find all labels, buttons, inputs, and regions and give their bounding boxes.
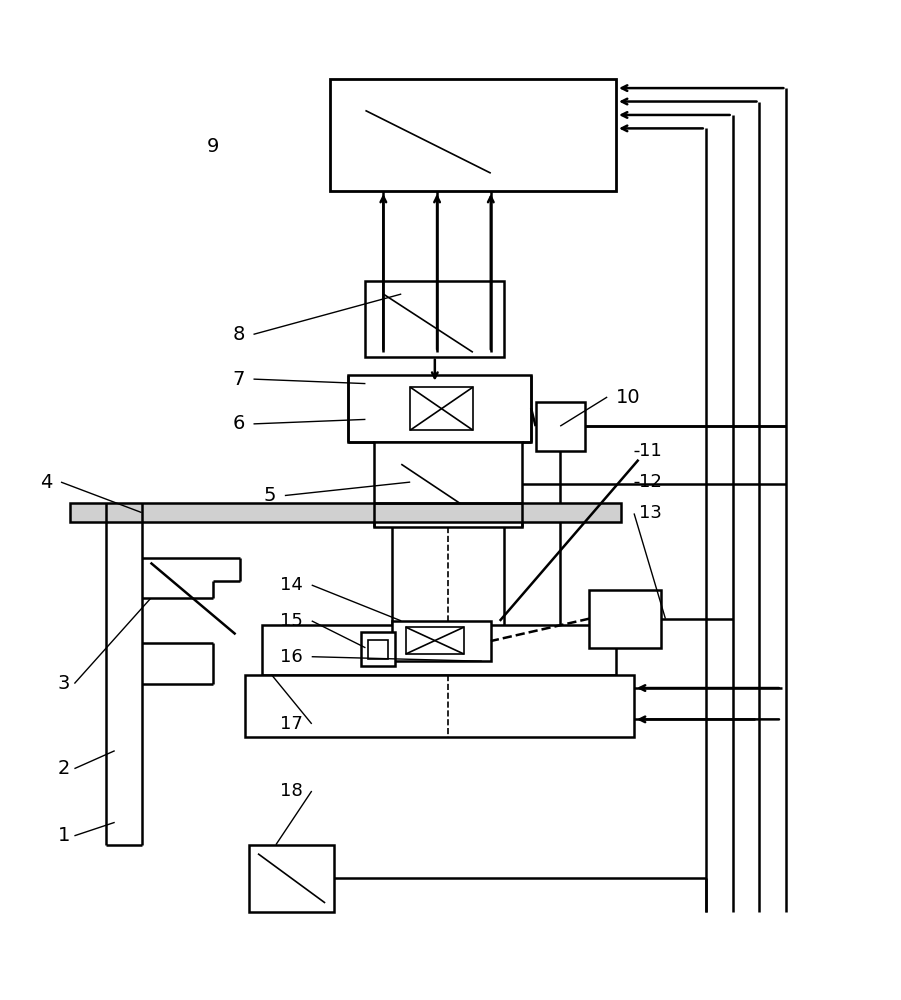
Text: 15: 15 bbox=[280, 612, 303, 630]
Text: 2: 2 bbox=[58, 759, 70, 778]
Bar bbox=[392, 621, 491, 661]
Text: 4: 4 bbox=[40, 473, 52, 492]
Text: 13: 13 bbox=[639, 504, 661, 522]
Bar bbox=[262, 625, 616, 675]
Text: 12: 12 bbox=[639, 473, 661, 491]
Text: 10: 10 bbox=[616, 388, 641, 407]
Text: 17: 17 bbox=[280, 715, 303, 733]
Text: 16: 16 bbox=[280, 648, 303, 666]
Text: 9: 9 bbox=[207, 137, 220, 156]
Text: 18: 18 bbox=[280, 782, 303, 800]
Text: 5: 5 bbox=[263, 486, 276, 505]
Text: 8: 8 bbox=[232, 325, 244, 344]
Bar bbox=[589, 590, 661, 648]
Bar bbox=[249, 845, 334, 912]
Text: 7: 7 bbox=[232, 370, 244, 389]
Bar bbox=[535, 402, 585, 451]
Bar bbox=[330, 79, 616, 191]
Bar bbox=[70, 503, 621, 522]
Bar bbox=[410, 387, 473, 430]
Bar bbox=[348, 375, 531, 442]
Bar bbox=[405, 627, 464, 654]
Bar bbox=[375, 442, 523, 527]
Bar bbox=[369, 640, 387, 659]
Text: 6: 6 bbox=[232, 414, 244, 433]
Bar bbox=[361, 632, 395, 666]
Bar bbox=[366, 281, 505, 357]
Bar bbox=[244, 675, 634, 737]
Text: 3: 3 bbox=[58, 674, 70, 693]
Text: 1: 1 bbox=[58, 826, 70, 845]
Text: 14: 14 bbox=[280, 576, 303, 594]
Text: 11: 11 bbox=[639, 442, 661, 460]
